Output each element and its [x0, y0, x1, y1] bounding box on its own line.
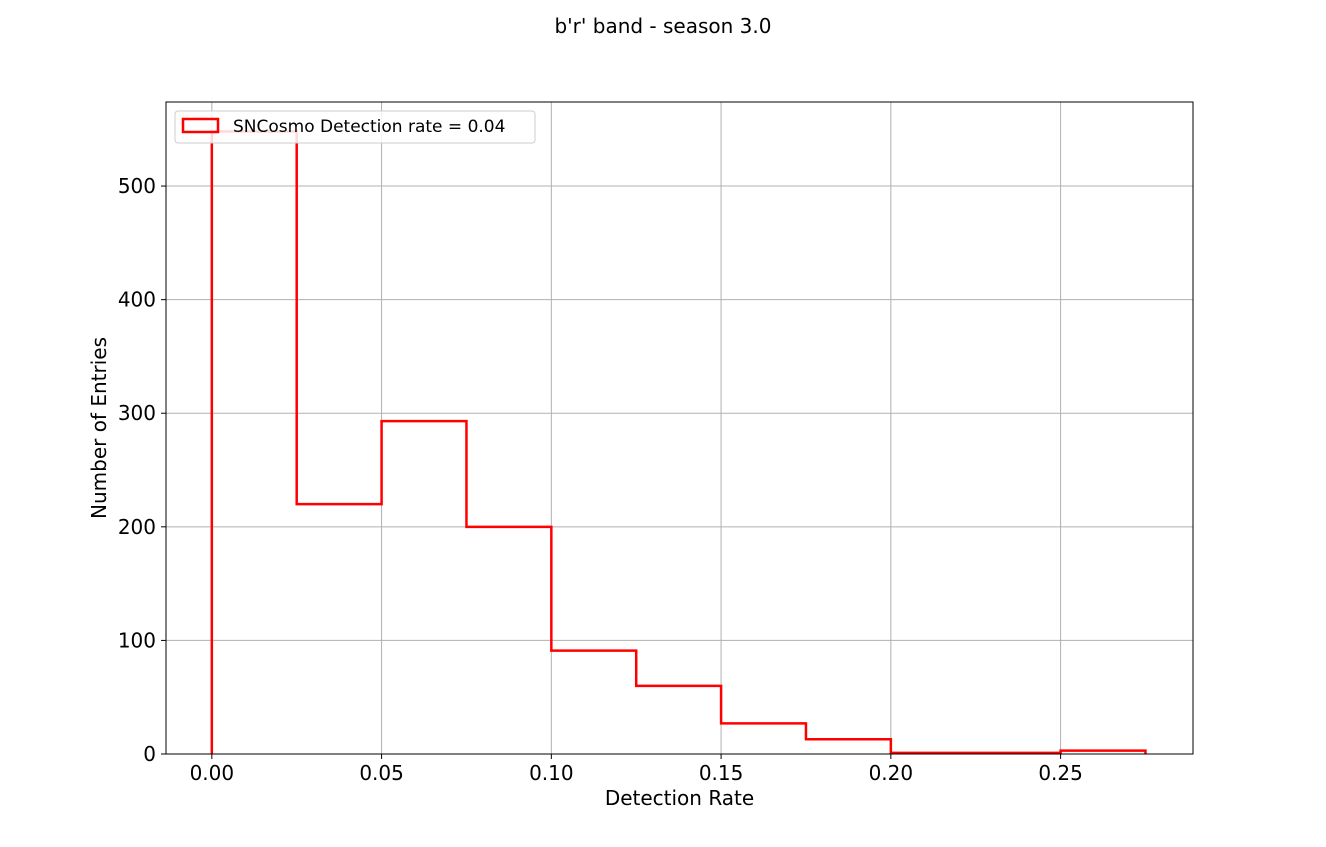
x-tick-label: 0.25	[1038, 761, 1083, 785]
x-tick-label: 0.20	[869, 761, 914, 785]
y-axis-label: Number of Entries	[87, 337, 111, 519]
y-tick-label: 200	[118, 515, 156, 539]
y-tick-label: 400	[118, 288, 156, 312]
y-tick-label: 0	[143, 742, 156, 766]
chart-title: b'r' band - season 3.0	[554, 14, 771, 38]
legend-swatch-icon	[181, 117, 220, 134]
legend-label: SNCosmo Detection rate = 0.04	[233, 117, 505, 137]
legend-box	[174, 110, 536, 144]
histogram-step-line	[210, 130, 1147, 755]
x-axis-label: Detection Rate	[605, 786, 754, 810]
x-tick-label: 0.10	[529, 761, 574, 785]
y-tick-label: 500	[118, 174, 156, 198]
plot-frame	[165, 101, 1194, 755]
legend: SNCosmo Detection rate = 0.04	[174, 110, 536, 144]
plot-area	[166, 102, 1193, 754]
x-tick-label: 0.05	[359, 761, 404, 785]
axis-ticks: 0.00 0.05 0.10 0.15 0.20 0.25 0 100 200 300 400 500	[118, 174, 1083, 785]
x-tick-label: 0.00	[190, 761, 235, 785]
y-tick-label: 100	[118, 628, 156, 652]
x-tick-label: 0.15	[699, 761, 744, 785]
y-tick-label: 300	[118, 401, 156, 425]
